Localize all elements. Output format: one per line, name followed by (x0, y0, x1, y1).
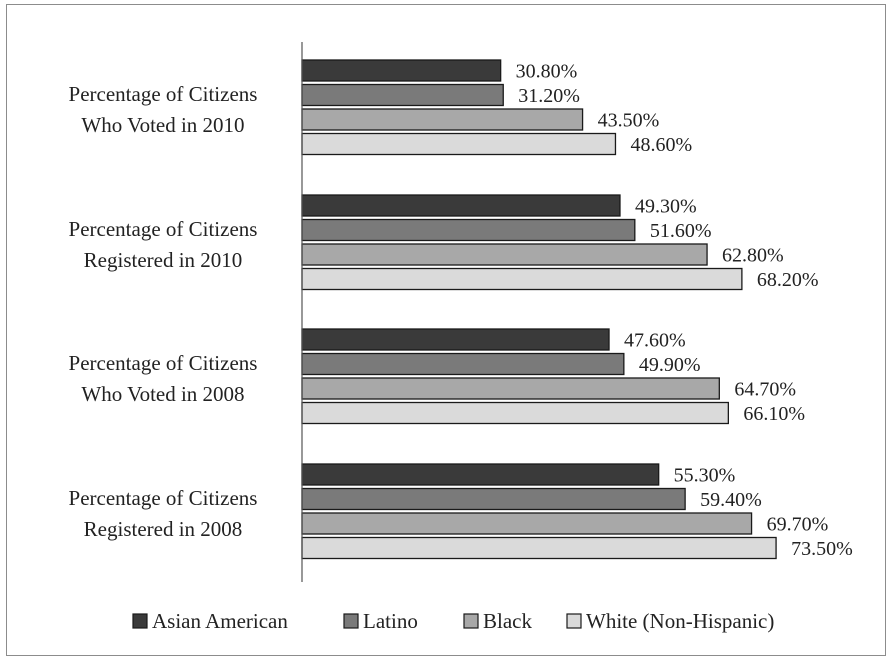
value-label: 66.10% (743, 403, 805, 425)
legend: Asian American Latino Black White (Non-Hisp… (132, 609, 774, 633)
category-label: Registered in 2008 (84, 517, 243, 541)
bar-black-2 (301, 377, 720, 400)
bar-asian-american-3 (301, 463, 660, 486)
legend-swatch (566, 613, 582, 629)
bar-latino-0 (301, 83, 504, 107)
category-label: Percentage of Citizens (69, 82, 258, 106)
bars-group: 30.80%31.20% 43.50%48.60% 49.30%51.60% 62.8… (301, 59, 853, 560)
bar-white-non-hispanic-2 (301, 401, 729, 425)
value-label: 48.60% (630, 134, 692, 156)
legend-label: Latino (363, 609, 418, 633)
bar-latino-2 (301, 352, 625, 376)
legend-swatch (463, 613, 479, 629)
legend-swatch (343, 613, 359, 629)
value-label: 49.30% (635, 196, 697, 218)
category-label: Who Voted in 2008 (81, 382, 244, 406)
bar-latino-1 (301, 218, 636, 242)
category-label: Registered in 2010 (84, 248, 243, 272)
bar-black-1 (301, 243, 708, 266)
category-label: Percentage of Citizens (69, 351, 258, 375)
value-label: 51.60% (650, 220, 712, 242)
value-label: 59.40% (700, 489, 762, 511)
bar-asian-american-0 (301, 59, 502, 82)
legend-label: Asian American (152, 609, 288, 633)
value-label: 31.20% (518, 85, 580, 107)
category-label: Percentage of Citizens (69, 217, 258, 241)
bar-white-non-hispanic-0 (301, 132, 617, 156)
bar-black-3 (301, 512, 753, 535)
legend-swatch (132, 613, 148, 629)
bar-latino-3 (301, 487, 686, 511)
value-label: 69.70% (767, 514, 829, 536)
value-label: 62.80% (722, 245, 784, 267)
value-label: 73.50% (791, 538, 853, 560)
category-label: Who Voted in 2010 (81, 113, 244, 137)
category-labels: Percentage of Citizens Who Voted in 2010 P… (69, 82, 258, 541)
bar-asian-american-2 (301, 328, 610, 351)
value-label: 55.30% (674, 465, 736, 487)
value-label: 47.60% (624, 330, 686, 352)
value-label: 49.90% (639, 354, 701, 376)
category-label: Percentage of Citizens (69, 486, 258, 510)
legend-label: Black (483, 609, 532, 633)
bar-asian-american-1 (301, 194, 621, 217)
bar-white-non-hispanic-3 (301, 536, 777, 560)
legend-label: White (Non-Hispanic) (586, 609, 774, 633)
bar-black-0 (301, 108, 584, 131)
bar-white-non-hispanic-1 (301, 267, 743, 291)
value-label: 43.50% (598, 110, 660, 132)
value-label: 30.80% (516, 61, 578, 83)
value-label: 64.70% (734, 379, 796, 401)
value-label: 68.20% (757, 269, 819, 291)
